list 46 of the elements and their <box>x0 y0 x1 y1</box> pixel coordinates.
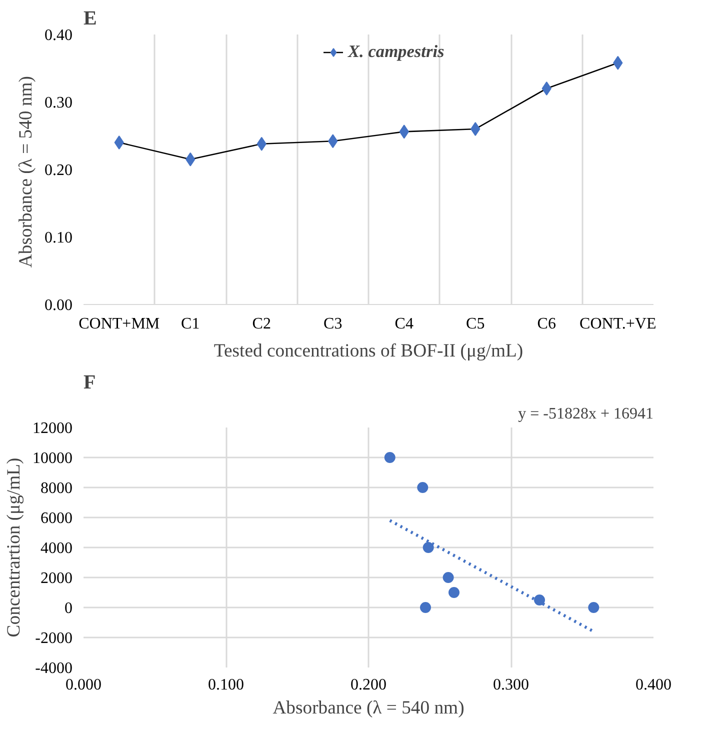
point <box>422 542 434 553</box>
legend-label: X. campestris <box>348 42 444 62</box>
x-tick-label: C3 <box>324 316 342 332</box>
y-tick-label: 0.40 <box>44 27 72 44</box>
x-tick-label: 0.100 <box>208 676 244 694</box>
y-tick-label: 10000 <box>32 450 72 467</box>
y-tick-label: 0.20 <box>44 162 72 179</box>
point <box>534 594 545 606</box>
y-axis-title: Concentrartion (μg/mL) <box>4 458 24 638</box>
x-tick-label: C4 <box>394 316 414 332</box>
y-tick-label: 8000 <box>40 480 72 497</box>
point <box>420 602 431 613</box>
x-tick-label: 0.300 <box>493 676 529 694</box>
y-tick-label: 0 <box>64 600 72 617</box>
x-tick-label: CONT.+VE <box>580 316 656 332</box>
point <box>417 482 428 493</box>
y-tick-label: 4000 <box>40 540 72 557</box>
point <box>442 572 454 583</box>
point <box>114 136 124 150</box>
x-tick-label: CONT+MM <box>78 316 160 332</box>
point <box>542 82 552 96</box>
x-tick-label: C2 <box>252 316 271 332</box>
y-axis-title: Absorbance (λ = 540 nm) <box>16 76 36 268</box>
x-tick-label: 0.400 <box>636 676 672 694</box>
y-tick-label: 6000 <box>40 510 72 527</box>
y-tick-label: 2000 <box>40 570 72 587</box>
x-axis-title: Tested concentrations of BOF-II (μg/mL) <box>214 340 524 362</box>
chart-title: E <box>84 8 97 30</box>
y-tick-label: 0.30 <box>44 94 72 112</box>
point <box>448 587 460 598</box>
y-tick-label: 0.00 <box>44 297 72 314</box>
point <box>470 122 480 136</box>
x-tick-label: C6 <box>537 316 556 332</box>
x-tick-label: C5 <box>466 316 485 332</box>
x-tick-label: 0.200 <box>350 676 386 694</box>
y-tick-label: 0.10 <box>44 230 72 246</box>
x-axis-title: Absorbance (λ = 540 nm) <box>272 698 464 718</box>
y-tick-label: -4000 <box>35 660 72 677</box>
point <box>588 602 600 613</box>
y-tick-label: 12000 <box>32 420 72 437</box>
x-tick-label: 0.000 <box>66 676 102 694</box>
x-tick-label: C1 <box>181 316 200 332</box>
y-tick-label: -2000 <box>35 630 72 647</box>
text: y = -51828x + 16941 <box>518 406 654 422</box>
chart-title: F <box>84 372 96 394</box>
point <box>384 452 396 463</box>
